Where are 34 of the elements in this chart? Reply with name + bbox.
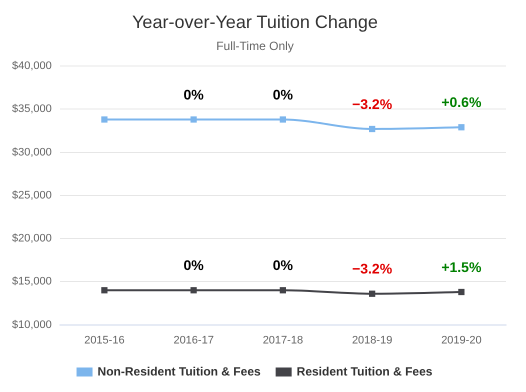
y-tick-label: $30,000 <box>12 146 52 158</box>
point <box>280 116 286 123</box>
legend-label: Resident Tuition & Fees <box>296 364 433 378</box>
annotation: +1.5% <box>441 258 482 275</box>
y-tick-label: $40,000 <box>12 60 52 72</box>
point <box>101 287 108 294</box>
point <box>190 116 197 123</box>
annotation: 0% <box>184 257 204 274</box>
y-tick-label: $20,000 <box>12 232 52 245</box>
annotation: −3.2% <box>352 260 393 277</box>
annotation: 0% <box>272 257 294 274</box>
chart-title: Year-over-Year Tuition Change <box>132 12 378 32</box>
y-tick-label: $35,000 <box>12 103 52 116</box>
point <box>190 287 197 294</box>
y-tick-label: $25,000 <box>12 189 52 202</box>
x-tick-label: 2017-18 <box>262 334 304 346</box>
point <box>280 287 286 294</box>
point <box>101 116 108 123</box>
annotation: +0.6% <box>441 94 482 110</box>
y-tick-label: $15,000 <box>12 276 52 288</box>
annotation: 0% <box>272 86 294 102</box>
point <box>458 288 464 296</box>
point <box>369 126 376 132</box>
x-tick-label: 2016-17 <box>173 334 214 346</box>
legend-label: Non-Resident Tuition & Fees <box>98 364 261 378</box>
point <box>369 290 376 297</box>
annotation: −3.2% <box>352 96 393 112</box>
x-tick-label: 2019-20 <box>441 334 482 346</box>
x-tick-label: 2018-19 <box>352 334 392 346</box>
x-tick-label: 2015-16 <box>84 334 125 346</box>
chart-subtitle: Full-Time Only <box>216 39 294 54</box>
annotation: 0% <box>184 86 204 102</box>
point <box>458 124 464 130</box>
y-tick-label: $10,000 <box>12 318 52 331</box>
